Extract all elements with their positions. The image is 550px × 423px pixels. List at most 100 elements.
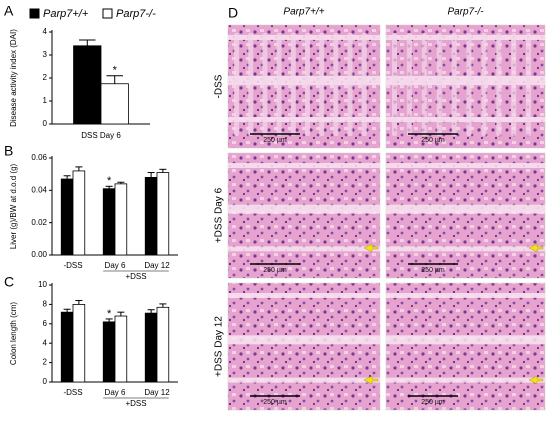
scale-bar-label: 250 µm bbox=[421, 267, 445, 274]
y-tick-label: 4 bbox=[43, 27, 48, 36]
tissue-gap bbox=[386, 293, 545, 298]
legend-label: Parp7-/- bbox=[116, 8, 156, 20]
crypt bbox=[333, 33, 339, 136]
bar bbox=[144, 312, 158, 383]
x-tick-label: Day 12 bbox=[144, 261, 170, 270]
x-tick-label: Day 6 bbox=[105, 388, 126, 397]
tissue-gap bbox=[386, 76, 545, 85]
tissue-gap bbox=[228, 163, 380, 168]
tissue-gap bbox=[386, 377, 545, 383]
crypt bbox=[406, 33, 412, 136]
tissue-gap bbox=[386, 35, 545, 40]
crypt bbox=[290, 33, 296, 136]
column-header: Parp7+/+ bbox=[283, 7, 324, 18]
bar bbox=[73, 45, 102, 125]
tissue-gap bbox=[228, 377, 380, 383]
bar bbox=[72, 303, 86, 383]
crypt bbox=[234, 33, 239, 136]
tissue-gap bbox=[228, 76, 380, 85]
crypt bbox=[451, 33, 457, 136]
tissue-gap bbox=[228, 246, 380, 252]
crypt bbox=[262, 33, 268, 136]
bar bbox=[156, 306, 170, 383]
tissue-gap bbox=[386, 246, 545, 252]
tissue-gap bbox=[228, 117, 380, 122]
row-label: +DSS Day 6 bbox=[214, 187, 225, 243]
y-tick-label: 6 bbox=[43, 319, 48, 328]
bar bbox=[114, 183, 128, 256]
panel-label: A bbox=[4, 3, 14, 19]
y-tick-label: 4 bbox=[43, 338, 48, 347]
y-tick-label: 10 bbox=[38, 280, 47, 289]
x-tick-label: DSS Day 6 bbox=[81, 131, 121, 140]
crypt bbox=[248, 33, 254, 136]
y-axis-label: Disease activity index (DAI) bbox=[9, 29, 18, 127]
significance-mark: * bbox=[107, 175, 112, 187]
panel-label: B bbox=[4, 143, 13, 159]
bar bbox=[156, 172, 170, 256]
panel-label: D bbox=[228, 5, 238, 21]
y-tick-label: 0.02 bbox=[31, 218, 47, 227]
y-tick-label: 8 bbox=[43, 300, 48, 309]
x-tick-label: Day 6 bbox=[105, 261, 126, 270]
legend-swatch bbox=[102, 8, 113, 19]
group-label: +DSS bbox=[125, 399, 146, 408]
crypt bbox=[305, 33, 310, 136]
scale-bar-label: 250 µm bbox=[421, 399, 445, 406]
histology-image bbox=[385, 152, 546, 279]
y-tick-label: 0.00 bbox=[31, 250, 47, 259]
significance-mark: * bbox=[107, 308, 112, 320]
y-tick-label: 0 bbox=[43, 377, 48, 386]
bar bbox=[60, 178, 74, 256]
scale-bar-label: 250 µm bbox=[263, 267, 287, 274]
crypt bbox=[421, 33, 427, 136]
y-tick-label: 0 bbox=[43, 119, 48, 128]
crypt bbox=[276, 33, 282, 136]
bar bbox=[102, 188, 116, 256]
significance-mark: * bbox=[113, 65, 118, 77]
y-tick-label: 2 bbox=[43, 73, 48, 82]
arrow bbox=[528, 375, 544, 385]
y-axis-label: Liver (g)/BW at d.o.d (g) bbox=[9, 163, 18, 249]
histology-panel: D Parp7+/+ Parp7-/- -DSS 250 µm 250 µm +DSS Da… bbox=[214, 5, 546, 411]
scale-bar-label: 250 µm bbox=[421, 137, 445, 144]
tissue-gap bbox=[228, 293, 380, 298]
crypt bbox=[361, 33, 367, 136]
arrow bbox=[528, 243, 544, 253]
histology-image bbox=[227, 24, 381, 149]
crypt bbox=[466, 33, 472, 136]
x-tick-label: Day 12 bbox=[144, 388, 170, 397]
tissue-gap bbox=[386, 163, 545, 168]
panel-label: C bbox=[4, 274, 14, 290]
bar bbox=[114, 315, 128, 383]
legend-swatch bbox=[29, 8, 40, 19]
bar bbox=[144, 176, 158, 256]
row-label: +DSS Day 12 bbox=[214, 316, 225, 377]
row-label: -DSS bbox=[214, 74, 225, 98]
bar bbox=[102, 321, 116, 383]
crypt bbox=[511, 33, 517, 136]
legend-label: Parp7+/+ bbox=[43, 8, 89, 20]
group-label: +DSS bbox=[125, 272, 146, 281]
histology-image bbox=[227, 152, 381, 279]
tissue-gap bbox=[386, 117, 545, 122]
crypt bbox=[436, 33, 442, 136]
crypt bbox=[319, 33, 325, 136]
histology-image bbox=[227, 282, 381, 411]
tissue-gap bbox=[228, 204, 380, 214]
tissue-gap bbox=[228, 335, 380, 345]
scale-bar-label: 250 µm bbox=[263, 399, 287, 406]
bar bbox=[72, 170, 86, 256]
tissue-gap bbox=[228, 35, 380, 40]
crypt bbox=[526, 33, 532, 136]
histology-image bbox=[385, 24, 546, 149]
y-tick-label: 2 bbox=[43, 358, 48, 367]
arrow bbox=[363, 375, 379, 385]
y-tick-label: 0.04 bbox=[31, 185, 47, 194]
crypt bbox=[347, 33, 353, 136]
arrow bbox=[363, 243, 379, 253]
y-tick-label: 3 bbox=[43, 50, 48, 59]
y-tick-label: 1 bbox=[43, 96, 48, 105]
x-tick-label: -DSS bbox=[63, 261, 82, 270]
